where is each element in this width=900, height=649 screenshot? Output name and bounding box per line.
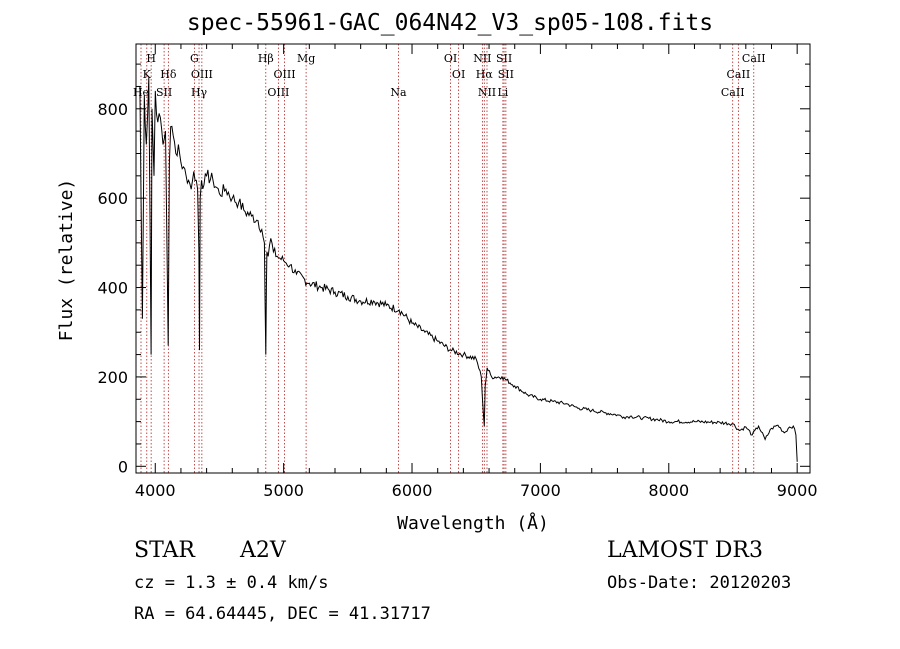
spectral-line-label: NII [478,86,496,99]
spectral-line-label: Hδ [160,68,177,81]
spectral-line-label: H [146,52,156,65]
spectral-line-label: OIII [191,68,213,81]
x-tick-label: 5000 [263,481,304,500]
object-subclass: A2V [240,538,286,563]
x-tick-label: 9000 [777,481,818,500]
y-tick-label: 400 [97,279,128,298]
spectral-line-label: CaII [721,86,745,99]
spectral-line-label: Hα [476,68,494,81]
coordinates: RA = 64.64445, DEC = 41.31717 [134,604,431,624]
spectral-line-label: OIII [267,86,289,99]
x-axis-label: Wavelength (Å) [397,512,549,534]
object-class: STAR [134,538,195,563]
spectral-line-label: OI [444,52,457,65]
y-tick-label: 0 [118,457,128,476]
spectral-line-label: K [143,68,152,81]
x-tick-label: 4000 [135,481,176,500]
spectral-line-label: OI [452,68,465,81]
spectral-line-labels: HeKHSIIHδGHγOIIIHβOIIIOIIIMgNaOIOINIINII… [133,52,766,99]
x-tick-label: 8000 [648,481,689,500]
spectral-line-label: SII [498,68,514,81]
survey-name: LAMOST DR3 [607,538,763,563]
spectrum-series-line [139,77,798,462]
x-tick-label: 6000 [392,481,433,500]
y-tick-label: 200 [97,368,128,387]
spectral-line-label: Mg [297,52,315,65]
y-tick-label: 600 [97,189,128,208]
spectral-line-label: Hβ [258,52,274,65]
chart-title: spec-55961-GAC_064N42_V3_sp05-108.fits [186,10,714,36]
spectral-line-markers [140,44,755,473]
spectral-line-label: SII [156,86,172,99]
spectral-line-label: OIII [274,68,296,81]
spectral-line-label: NII [473,52,491,65]
y-tick-label: 800 [97,100,128,119]
spectral-line-label: Hγ [191,86,208,99]
spectral-line-label: Li [497,86,508,99]
spectral-line-label: CaII [742,52,766,65]
spectral-line-label: G [190,52,199,65]
plot-frame [135,43,811,474]
axes: 4000 5000 6000 7000 8000 9000 0 200 400 600 800 [97,44,818,500]
spectral-line-label: Na [390,86,407,99]
spectral-line-label: SII [496,52,512,65]
redshift-text: cz = 1.3 ± 0.4 km/s [134,573,329,593]
y-axis-label: Flux (relative) [56,179,77,342]
spectral-line-label: He [133,86,149,99]
obs-date: Obs-Date: 20120203 [607,573,792,593]
spectral-line-label: CaII [727,68,751,81]
x-tick-label: 7000 [520,481,561,500]
